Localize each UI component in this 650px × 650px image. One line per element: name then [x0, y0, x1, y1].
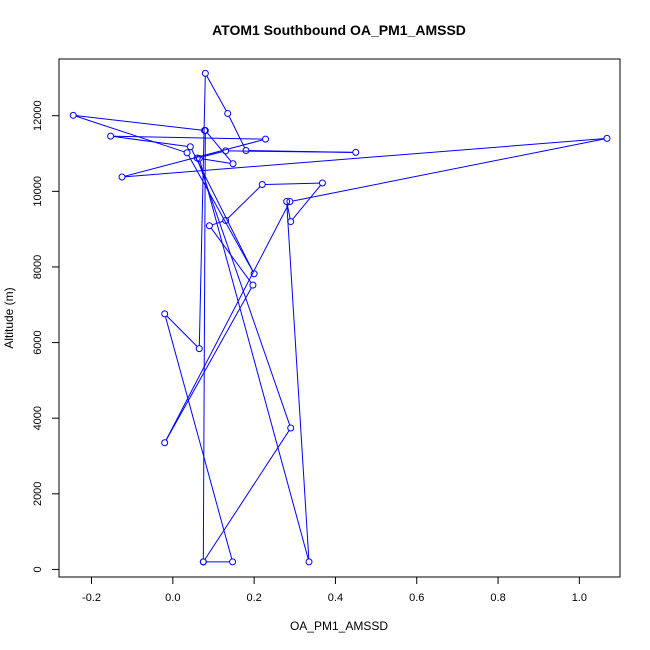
data-point: [205, 222, 213, 230]
y-tick-label: 10000: [32, 176, 44, 207]
series-line-segment: [204, 430, 290, 560]
data-point: [250, 270, 258, 278]
series-line-segment: [76, 115, 202, 131]
data-point: [224, 109, 232, 117]
data-point: [107, 132, 115, 140]
series-line-segment: [265, 182, 320, 185]
data-point: [201, 126, 209, 134]
x-tick-label: 0.0: [165, 592, 180, 604]
series-layer: [69, 69, 611, 566]
data-point: [229, 160, 237, 168]
chart-title: ATOM1 Southbound OA_PM1_AMSSD: [212, 22, 466, 38]
series-line-segment: [200, 151, 223, 158]
series-line-segment: [206, 75, 227, 112]
data-point: [183, 149, 191, 157]
data-point: [249, 281, 257, 289]
data-point: [118, 173, 126, 181]
series-line-segment: [75, 115, 185, 153]
data-point: [161, 310, 169, 318]
series-line-segment: [199, 161, 309, 560]
y-axis-label: Altitude (m): [2, 287, 16, 348]
data-point: [287, 218, 295, 226]
x-axis: -0.2 0.0 0.2 0.4 0.6 0.8 1.0: [82, 576, 587, 604]
series-line-segment: [286, 204, 291, 219]
data-point: [286, 198, 294, 206]
data-point: [199, 558, 207, 566]
series-line-segment: [292, 185, 321, 220]
y-tick-label: 0: [32, 566, 44, 572]
series-line-segment: [197, 160, 291, 426]
data-point: [603, 134, 611, 142]
x-axis-label: OA_PM1_AMSSD: [290, 619, 388, 633]
y-tick-label: 2000: [32, 482, 44, 506]
data-point: [242, 147, 250, 155]
data-point: [222, 147, 230, 155]
series-line-segment: [124, 138, 605, 178]
series-line-segment: [206, 132, 232, 162]
series-line-segment: [292, 138, 605, 202]
x-tick-label: 0.4: [328, 592, 343, 604]
x-tick-label: 1.0: [572, 592, 587, 604]
x-tick-label: 0.8: [490, 592, 505, 604]
data-point: [283, 198, 291, 206]
y-tick-label: 8000: [32, 255, 44, 279]
x-tick-label: -0.2: [82, 592, 101, 604]
y-tick-label: 6000: [32, 330, 44, 354]
data-point: [195, 345, 203, 353]
series-line-segment: [228, 115, 246, 149]
data-point: [352, 148, 360, 156]
data-point: [186, 143, 194, 151]
series-line-segment: [166, 315, 198, 347]
data-point: [195, 154, 203, 162]
series-line-segment: [202, 158, 231, 164]
x-tick-label: 0.6: [409, 592, 424, 604]
series-line-segment: [210, 227, 252, 283]
y-axis: 0 2000 4000 6000 8000 10000 12000: [32, 100, 60, 573]
data-point: [258, 181, 266, 189]
series-line-segment: [188, 155, 254, 272]
data-point: [222, 216, 230, 224]
data-point: [287, 424, 295, 432]
data-point: [262, 135, 270, 143]
series-line-segment: [165, 316, 233, 560]
series-line-segment: [165, 287, 252, 441]
series-line-segment: [191, 149, 254, 272]
y-tick-label: 4000: [32, 406, 44, 430]
series-line-segment: [212, 220, 223, 226]
data-point: [318, 179, 326, 187]
data-point: [161, 439, 169, 447]
series-line-segment: [202, 133, 206, 559]
series-line-segment: [198, 76, 206, 346]
data-point: [69, 111, 77, 119]
data-point: [305, 558, 313, 566]
series-line-segment: [227, 186, 261, 219]
x-tick-label: 0.2: [246, 592, 261, 604]
series-line-segment: [113, 136, 188, 147]
data-point: [229, 558, 237, 566]
y-tick-label: 12000: [32, 100, 44, 131]
data-point: [201, 69, 209, 77]
series-line-segment: [286, 204, 310, 559]
series-line-segment: [165, 203, 289, 441]
